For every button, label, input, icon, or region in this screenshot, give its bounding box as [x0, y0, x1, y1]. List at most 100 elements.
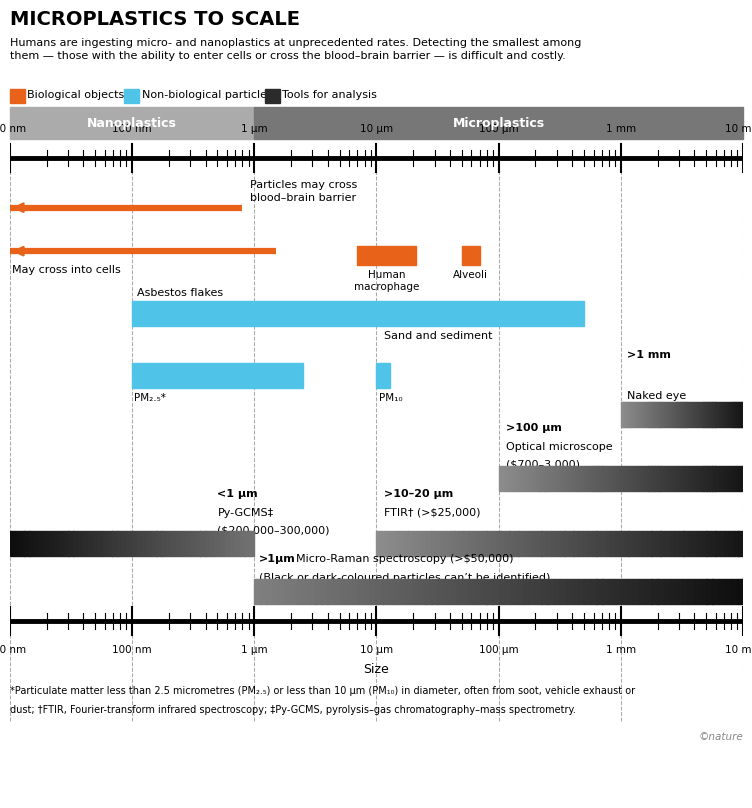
Bar [112, 531, 117, 556]
Text: May cross into cells: May cross into cells [12, 265, 121, 275]
Bar [166, 531, 171, 556]
Bar [550, 531, 555, 556]
Bar [673, 465, 676, 490]
Bar [459, 531, 464, 556]
Bar [654, 465, 658, 490]
Text: 10 nm: 10 nm [0, 124, 26, 134]
Bar [505, 531, 510, 556]
Bar [715, 402, 717, 427]
Bar [697, 465, 700, 490]
Text: >1μm: >1μm [259, 554, 296, 564]
Bar [659, 402, 661, 427]
Text: >10–20 μm: >10–20 μm [384, 490, 453, 499]
Bar [706, 531, 711, 556]
Text: 1 mm: 1 mm [605, 124, 636, 134]
Bar [587, 531, 592, 556]
Bar [432, 579, 438, 604]
Bar [605, 465, 609, 490]
Text: (Black or dark-coloured particles can’t be identified): (Black or dark-coloured particles can’t … [259, 573, 550, 583]
Bar [599, 465, 602, 490]
Bar [682, 579, 688, 604]
Bar [587, 465, 590, 490]
Bar [726, 402, 728, 427]
Bar [663, 465, 667, 490]
Bar [632, 402, 633, 427]
Bar [147, 531, 152, 556]
Bar [666, 465, 670, 490]
Bar [731, 465, 734, 490]
Bar [559, 531, 565, 556]
Bar [641, 402, 642, 427]
Bar [127, 531, 132, 556]
Bar [648, 465, 651, 490]
Bar [417, 531, 423, 556]
Text: >100 μm: >100 μm [506, 423, 562, 433]
Bar [651, 402, 653, 427]
Bar [544, 465, 547, 490]
Bar [225, 531, 230, 556]
Bar [623, 402, 624, 427]
Bar [651, 579, 658, 604]
Bar [562, 465, 566, 490]
Bar [630, 465, 633, 490]
Bar [383, 579, 389, 604]
Bar [590, 465, 593, 490]
Bar [180, 531, 186, 556]
Bar [676, 465, 679, 490]
Bar [647, 402, 648, 427]
Bar [720, 531, 725, 556]
Bar [682, 465, 685, 490]
Bar [566, 579, 572, 604]
Text: Alveoli: Alveoli [453, 271, 488, 280]
Text: Size: Size [363, 663, 390, 676]
Bar [141, 531, 147, 556]
Bar [553, 465, 557, 490]
Bar [639, 402, 641, 427]
Bar [254, 579, 260, 604]
Bar [614, 579, 621, 604]
Bar [633, 531, 638, 556]
Text: 10 mm: 10 mm [725, 645, 752, 654]
Bar [711, 531, 716, 556]
Bar [526, 465, 529, 490]
Bar [532, 531, 537, 556]
Bar [705, 402, 707, 427]
Bar [559, 579, 566, 604]
Bar [684, 531, 688, 556]
Bar [682, 402, 684, 427]
Bar [665, 402, 667, 427]
Bar [108, 531, 113, 556]
Bar [731, 402, 732, 427]
Bar [651, 465, 655, 490]
Text: 100 nm: 100 nm [112, 124, 152, 134]
Bar [83, 531, 88, 556]
Bar [556, 465, 560, 490]
Bar [633, 402, 635, 427]
Bar [487, 579, 493, 604]
Bar [706, 465, 710, 490]
Bar [684, 402, 685, 427]
Bar [547, 465, 550, 490]
Text: FTIR† (>$25,000): FTIR† (>$25,000) [384, 508, 481, 518]
Bar [520, 465, 523, 490]
Bar [176, 531, 181, 556]
Bar [285, 579, 291, 604]
Bar [636, 402, 638, 427]
Bar [719, 465, 722, 490]
Bar [220, 531, 225, 556]
Bar [468, 531, 473, 556]
Bar [592, 531, 596, 556]
Bar [511, 465, 514, 490]
Bar [49, 531, 54, 556]
Bar [34, 531, 39, 556]
Bar [703, 465, 707, 490]
Bar [679, 402, 681, 427]
Text: 1 μm: 1 μm [241, 124, 268, 134]
Bar [619, 531, 624, 556]
Bar [596, 579, 602, 604]
Bar [381, 531, 386, 556]
Bar [132, 363, 303, 388]
Bar [657, 465, 661, 490]
Bar [629, 531, 633, 556]
Bar [681, 402, 682, 427]
